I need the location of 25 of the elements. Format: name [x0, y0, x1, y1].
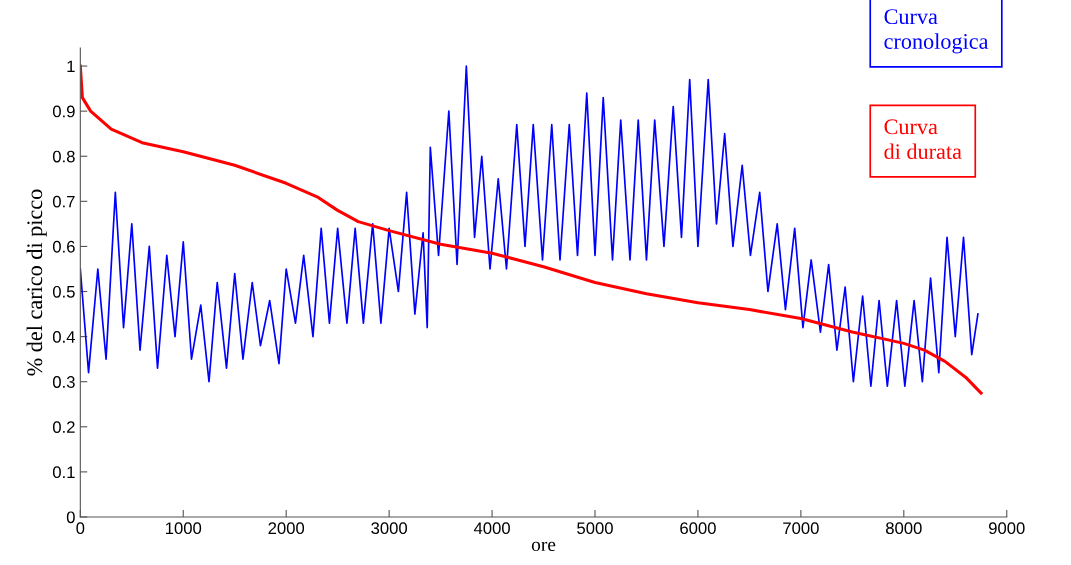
x-tick-label: 4000: [473, 522, 510, 535]
y-tick-label: 0.3: [52, 376, 75, 388]
x-tick-label: 3000: [371, 522, 408, 535]
x-axis-title: ore: [531, 541, 556, 552]
y-tick-label: 0: [66, 511, 75, 524]
text: Curva cronologica: [884, 9, 989, 54]
x-tick-label: 0: [76, 522, 85, 535]
x-tick-label: 2000: [268, 522, 305, 535]
x-tick-label: 7000: [783, 522, 819, 535]
y-tick-label: 0.1: [52, 466, 75, 479]
text: Curva di durata: [884, 119, 962, 160]
x-tick-label: 9000: [988, 522, 1025, 535]
y-tick-label: 0.9: [52, 105, 75, 118]
x-tick-label: 8000: [885, 522, 922, 535]
x-tick-label: 6000: [680, 522, 716, 535]
y-tick-label: 0.5: [52, 285, 75, 298]
y-axis-title: % del carico di picco: [26, 189, 47, 376]
y-tick-label: 0.6: [52, 240, 75, 253]
y-tick-label: 0.2: [52, 421, 75, 433]
y-tick-label: 0.7: [52, 195, 75, 208]
y-tick-label: 0.8: [52, 150, 75, 163]
x-tick-label: 5000: [577, 522, 613, 535]
y-tick-label: 1: [67, 60, 75, 73]
y-tick-label: 0.4: [52, 331, 75, 343]
x-tick-label: 1000: [165, 522, 202, 535]
